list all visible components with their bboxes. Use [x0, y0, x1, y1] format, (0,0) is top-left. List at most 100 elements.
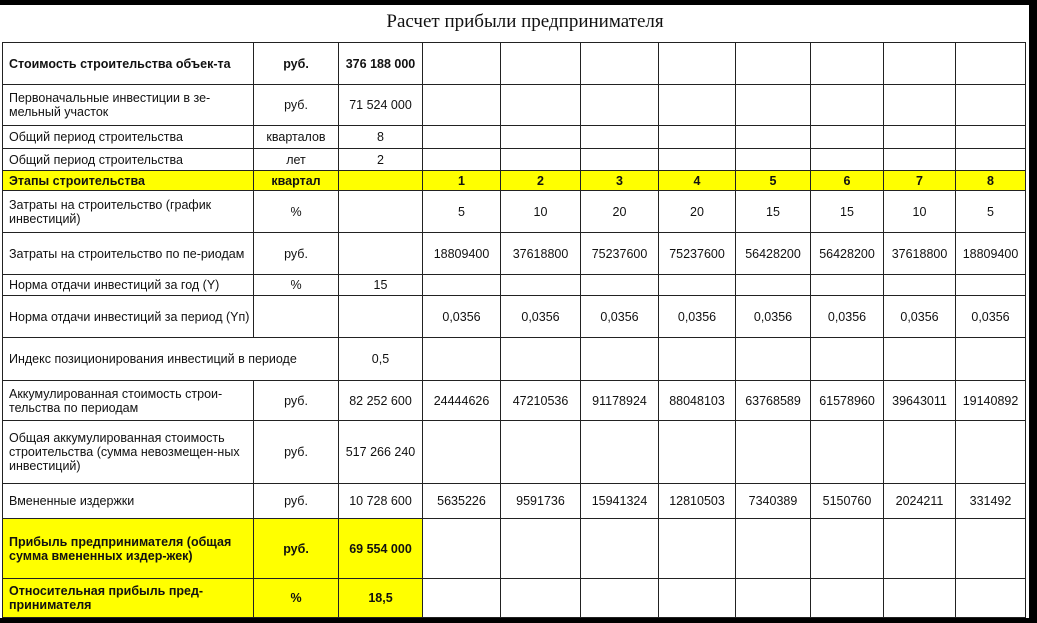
quarter-cell-1: 0,0356 [422, 295, 501, 338]
row-unit: руб. [253, 84, 339, 126]
quarter-cell-8 [955, 148, 1026, 171]
quarter-cell-8 [955, 84, 1026, 126]
table-row: Норма отдачи инвестиций за период (Yп) 0,… [2, 295, 1026, 338]
quarter-cell-7 [883, 274, 956, 296]
quarter-cell-6 [810, 84, 884, 126]
quarter-cell-6: 6 [810, 170, 884, 191]
quarter-cell-3 [580, 337, 659, 381]
quarter-cell-1 [422, 337, 501, 381]
row-label: Прибыль предпринимателя (общая сумма вме… [2, 518, 254, 579]
quarter-cell-5 [735, 125, 811, 149]
quarter-cell-3: 75237600 [580, 232, 659, 275]
quarter-cell-8: 0,0356 [955, 295, 1026, 338]
quarter-cell-5 [735, 578, 811, 618]
quarter-cell-8 [955, 518, 1026, 579]
quarter-cell-7 [883, 578, 956, 618]
row-unit: кварталов [253, 125, 339, 149]
row-unit [253, 295, 339, 338]
quarter-cell-4: 12810503 [658, 483, 736, 519]
quarter-cell-1: 1 [422, 170, 501, 191]
quarter-cell-3 [580, 578, 659, 618]
quarter-cell-6: 0,0356 [810, 295, 884, 338]
quarter-cell-3 [580, 125, 659, 149]
quarter-cell-5: 15 [735, 190, 811, 233]
quarter-cell-7: 0,0356 [883, 295, 956, 338]
quarter-cell-8 [955, 125, 1026, 149]
quarter-cell-6 [810, 125, 884, 149]
row-label: Затраты на строительство по пе-риодам [2, 232, 254, 275]
row-label: Аккумулированная стоимость строи-тельств… [2, 380, 254, 421]
row-unit: % [253, 190, 339, 233]
quarter-cell-7 [883, 337, 956, 381]
table-row: Индекс позиционирования инвестиций в пер… [2, 337, 1026, 381]
row-unit: лет [253, 148, 339, 171]
row-unit: квартал [253, 170, 339, 191]
row-value: 69 554 000 [338, 518, 423, 579]
quarter-cell-2 [500, 42, 581, 85]
quarter-cell-2 [500, 274, 581, 296]
quarter-cell-7: 10 [883, 190, 956, 233]
quarter-cell-8 [955, 578, 1026, 618]
quarter-cell-2: 9591736 [500, 483, 581, 519]
quarter-cell-3: 15941324 [580, 483, 659, 519]
table-row: Этапы строительства квартал 1 2 3 4 5 6 7 8 [2, 170, 1026, 191]
quarter-cell-2 [500, 420, 581, 484]
quarter-cell-2: 10 [500, 190, 581, 233]
quarter-cell-7 [883, 84, 956, 126]
quarter-cell-3: 20 [580, 190, 659, 233]
quarter-cell-1 [422, 148, 501, 171]
row-value: 82 252 600 [338, 380, 423, 421]
row-unit: руб. [253, 483, 339, 519]
quarter-cell-7: 7 [883, 170, 956, 191]
quarter-cell-7 [883, 148, 956, 171]
quarter-cell-4 [658, 125, 736, 149]
table-row: Аккумулированная стоимость строи-тельств… [2, 380, 1026, 421]
table-row: Общий период строительства кварталов 8 [2, 125, 1026, 149]
table-row: Норма отдачи инвестиций за год (Y)% 15 [2, 274, 1026, 296]
quarter-cell-1 [422, 420, 501, 484]
quarter-cell-5 [735, 148, 811, 171]
quarter-cell-6: 5150760 [810, 483, 884, 519]
quarter-cell-3 [580, 420, 659, 484]
row-label: Общий период строительства [2, 125, 254, 149]
quarter-cell-1: 24444626 [422, 380, 501, 421]
table-row: Затраты на строительство по пе-риодам руб… [2, 232, 1026, 275]
row-value [338, 232, 423, 275]
quarter-cell-8 [955, 337, 1026, 381]
table-row: Общий период строительства лет 2 [2, 148, 1026, 171]
row-value [338, 295, 423, 338]
row-value: 8 [338, 125, 423, 149]
quarter-cell-4 [658, 518, 736, 579]
row-unit: руб. [253, 232, 339, 275]
quarter-cell-6 [810, 274, 884, 296]
quarter-cell-6 [810, 337, 884, 381]
quarter-cell-2: 2 [500, 170, 581, 191]
row-label: Первоначальные инвестиции в зе-мельный у… [2, 84, 254, 126]
profit-calculation-table: Стоимость строительства объек-та руб. 376 … [2, 42, 1026, 618]
row-value: 0,5 [338, 337, 423, 381]
row-unit: руб. [253, 518, 339, 579]
quarter-cell-7: 37618800 [883, 232, 956, 275]
row-value: 15 [338, 274, 423, 296]
quarter-cell-2 [500, 518, 581, 579]
quarter-cell-1 [422, 42, 501, 85]
quarter-cell-4: 4 [658, 170, 736, 191]
quarter-cell-5: 0,0356 [735, 295, 811, 338]
quarter-cell-1: 5 [422, 190, 501, 233]
document-page: Расчет прибыли предпринимателя Стоимость… [0, 5, 1029, 618]
quarter-cell-5: 56428200 [735, 232, 811, 275]
quarter-cell-8: 331492 [955, 483, 1026, 519]
table-row: Первоначальные инвестиции в зе-мельный у… [2, 84, 1026, 126]
row-label: Затраты на строительство (график инвести… [2, 190, 254, 233]
quarter-cell-2: 37618800 [500, 232, 581, 275]
quarter-cell-5 [735, 274, 811, 296]
quarter-cell-3: 0,0356 [580, 295, 659, 338]
quarter-cell-5 [735, 420, 811, 484]
quarter-cell-2 [500, 337, 581, 381]
quarter-cell-3: 91178924 [580, 380, 659, 421]
table-row: Общая аккумулированная стоимость строите… [2, 420, 1026, 484]
quarter-cell-4: 0,0356 [658, 295, 736, 338]
quarter-cell-2 [500, 125, 581, 149]
quarter-cell-6 [810, 518, 884, 579]
quarter-cell-2 [500, 578, 581, 618]
